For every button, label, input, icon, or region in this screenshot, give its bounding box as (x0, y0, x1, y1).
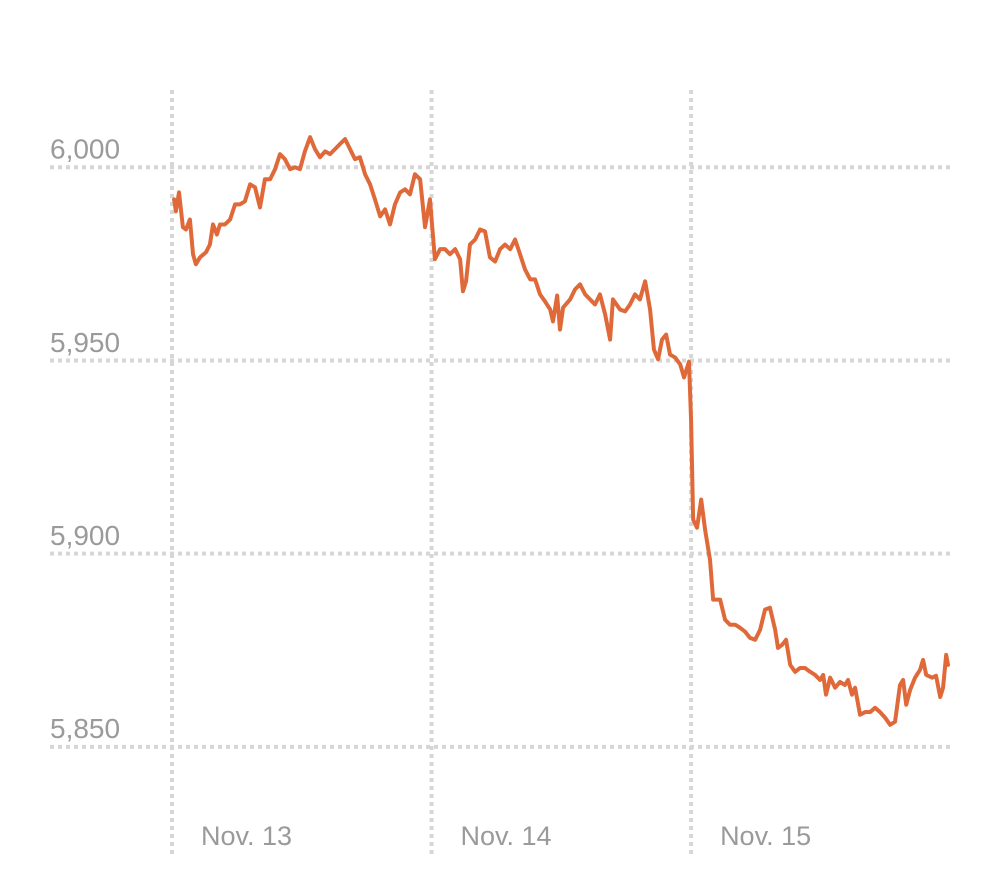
y-tick-label: 5,850 (50, 713, 120, 744)
y-tick-label: 6,000 (50, 134, 120, 165)
x-tick-label: Nov. 13 (201, 821, 292, 851)
x-tick-label: Nov. 15 (720, 821, 811, 851)
x-tick-label: Nov. 14 (461, 821, 552, 851)
y-tick-label: 5,900 (50, 520, 120, 551)
y-tick-label: 5,950 (50, 327, 120, 358)
price-line (172, 135, 950, 727)
